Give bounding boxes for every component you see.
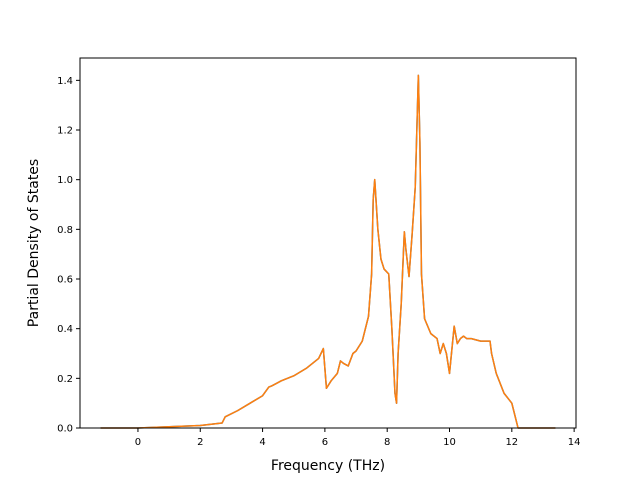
x-axis-ticks: 0 2 4 6 8 10 12 14 [135, 428, 581, 448]
y-axis-label: Partial Density of States [26, 159, 42, 327]
x-tick-label: 10 [443, 437, 456, 448]
series-line-2 [100, 74, 556, 429]
y-tick-label: 1.0 [57, 175, 73, 186]
x-axis-label: Frequency (THz) [271, 458, 385, 474]
series-layer [100, 74, 556, 429]
x-tick-label: 14 [568, 437, 581, 448]
x-tick-label: 4 [259, 437, 265, 448]
y-tick-label: 0.2 [57, 374, 73, 385]
series-line-1 [100, 74, 556, 429]
y-tick-label: 1.2 [57, 126, 73, 137]
y-tick-label: 0.0 [57, 424, 73, 435]
x-tick-label: 6 [322, 437, 328, 448]
x-tick-label: 2 [197, 437, 203, 448]
y-tick-label: 0.8 [57, 225, 73, 236]
y-tick-label: 0.4 [57, 324, 73, 335]
x-tick-label: 8 [384, 437, 390, 448]
y-tick-label: 0.6 [57, 275, 73, 286]
x-tick-label: 12 [505, 437, 518, 448]
x-tick-label: 0 [135, 437, 141, 448]
plot-frame [79, 57, 577, 429]
y-axis-ticks: 0.0 0.2 0.4 0.6 0.8 1.0 1.2 1.4 [57, 76, 80, 435]
y-tick-label: 1.4 [57, 76, 73, 87]
